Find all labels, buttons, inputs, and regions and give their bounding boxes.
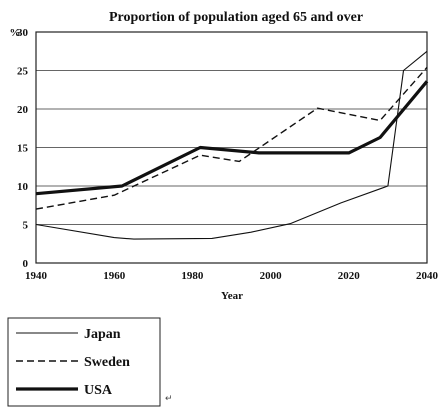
y-axis-ticks: 0 5 10 15 20 25 30: [17, 27, 29, 270]
x-axis-label: Year: [221, 290, 243, 302]
series-line-japan: [35, 50, 428, 240]
y-tick-label: 15: [17, 143, 29, 155]
legend-box: [7, 317, 161, 407]
grid-lines: [36, 31, 427, 264]
y-tick-label: 10: [17, 181, 29, 193]
y-tick-label: 25: [17, 66, 29, 78]
x-tick-label: 2000: [260, 270, 283, 282]
y-tick-label: 0: [23, 258, 29, 270]
legend: Japan Sweden USA: [7, 317, 161, 407]
legend-label-japan: Japan: [84, 327, 121, 342]
x-tick-label: 2020: [338, 270, 361, 282]
y-tick-label: 5: [23, 220, 29, 232]
chart-title: Proportion of population aged 65 and ove…: [109, 10, 363, 25]
series-line-sweden: [35, 66, 428, 210]
plot-frame: [35, 31, 428, 264]
y-tick-label: 30: [17, 27, 29, 39]
legend-label-sweden: Sweden: [84, 355, 130, 370]
x-tick-label: 1960: [103, 270, 126, 282]
series-lines: [35, 50, 429, 240]
return-mark: ↵: [165, 393, 173, 403]
y-axis-label: %: [10, 27, 21, 39]
series-line-usa: [35, 80, 429, 196]
x-tick-label: 2040: [416, 270, 438, 282]
y-tick-label: 20: [17, 104, 29, 116]
x-axis-ticks: 1940 1960 1980 2000 2020 2040: [25, 270, 438, 282]
x-tick-label: 1940: [25, 270, 48, 282]
legend-label-usa: USA: [84, 383, 113, 398]
x-tick-label: 1980: [181, 270, 204, 282]
